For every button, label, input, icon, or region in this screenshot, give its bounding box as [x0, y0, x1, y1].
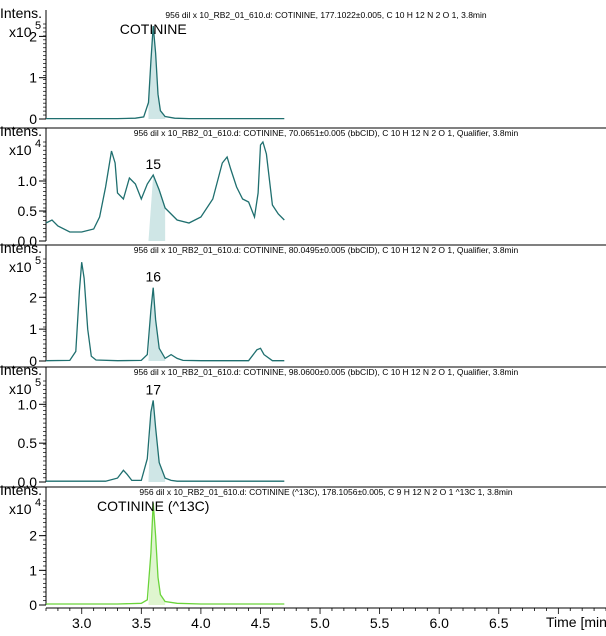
y-tick-label: 1: [29, 321, 37, 337]
y-axis-label: Intens.: [0, 362, 42, 378]
peak-label: COTININE: [120, 21, 187, 37]
exponent-value: 4: [35, 138, 41, 150]
panel-2: 956 dil x 10_RB2_01_610.d: COTININE, 70.…: [0, 123, 606, 249]
panel-3: 956 dil x 10_RB2_01_610.d: COTININE, 80.…: [0, 240, 606, 369]
x-tick-label: 5.5: [370, 615, 390, 631]
trace-header: 956 dil x 10_RB2_01_610.d: COTININE, 80.…: [134, 245, 519, 255]
trace-header: 956 dil x 10_RB2_01_610.d: COTININE (^13…: [139, 487, 512, 497]
x-tick-label: 4.5: [251, 615, 271, 631]
peak-area: [148, 287, 166, 361]
trace-header: 956 dil x 10_RB2_01_610.d: COTININE, 98.…: [134, 367, 519, 377]
peak-label: COTININE (^13C): [97, 498, 209, 514]
panel-1: 956 dil x 10_RB2_01_610.d: COTININE, 177…: [0, 5, 487, 127]
x-axis-label: Time [min: [546, 614, 606, 630]
y-tick-label: 0: [29, 111, 37, 127]
exponent-value: 5: [35, 255, 41, 267]
y-tick-label: 2: [29, 289, 37, 305]
x-tick-label: 5.0: [310, 615, 330, 631]
exponent-label: x10: [9, 259, 32, 275]
y-tick-label: 2: [29, 528, 37, 544]
y-axis-label: Intens.: [0, 240, 42, 256]
chromatogram-panels: 956 dil x 10_RB2_01_610.d: COTININE, 177…: [0, 5, 606, 613]
y-axis-label: Intens.: [0, 5, 42, 21]
y-tick-label: 1.0: [18, 173, 38, 189]
peak-area: [148, 26, 166, 120]
y-tick-label: 0: [29, 597, 37, 613]
y-tick-label: 0.5: [18, 435, 38, 451]
trace-line: [46, 502, 285, 605]
panel-4: 956 dil x 10_RB2_01_610.d: COTININE, 98.…: [0, 362, 606, 490]
y-tick-label: 0.5: [18, 203, 38, 219]
trace-line: [46, 400, 285, 482]
trace-line: [45, 140, 285, 233]
panel-5: 956 dil x 10_RB2_01_610.d: COTININE (^13…: [0, 482, 606, 613]
trace-header: 956 dil x 10_RB2_01_610.d: COTININE, 70.…: [134, 128, 519, 138]
exponent-label: x10: [9, 142, 32, 158]
peak-area: [148, 175, 166, 241]
x-axis-ticks: 3.0 3.5 4.0 4.5 5.0 5.5 6.0 6.5: [45, 608, 606, 631]
y-tick-label: 2: [29, 28, 37, 44]
trace-line: [45, 262, 285, 362]
y-tick-label: 1: [29, 562, 37, 578]
x-tick-label: 4.0: [191, 615, 211, 631]
trace-header: 956 dil x 10_RB2_01_610.d: COTININE, 177…: [165, 10, 487, 20]
exponent-value: 5: [35, 20, 41, 32]
exponent-value: 5: [35, 377, 41, 389]
y-tick-label: 1: [29, 70, 37, 86]
trace-line: [46, 26, 285, 120]
x-tick-label: 3.5: [132, 615, 152, 631]
y-axis-label: Intens.: [0, 123, 42, 139]
y-tick-label: 0: [29, 353, 37, 369]
x-tick-label: 3.0: [72, 615, 92, 631]
peak-label: 15: [145, 156, 161, 172]
peak-label: 16: [145, 269, 161, 285]
y-tick-label: 1.0: [18, 396, 38, 412]
x-tick-label: 6.5: [489, 615, 509, 631]
y-axis-label: Intens.: [0, 482, 42, 498]
x-tick-label: 6.0: [429, 615, 449, 631]
y-tick-label: 0.0: [18, 474, 38, 490]
exponent-label: x10: [9, 381, 32, 397]
exponent-label: x10: [9, 24, 32, 40]
exponent-value: 4: [35, 497, 41, 509]
x-axis: 3.0 3.5 4.0 4.5 5.0 5.5 6.0 6.5 Time [min: [45, 607, 606, 631]
exponent-label: x10: [9, 501, 32, 517]
peak-label: 17: [145, 381, 161, 397]
